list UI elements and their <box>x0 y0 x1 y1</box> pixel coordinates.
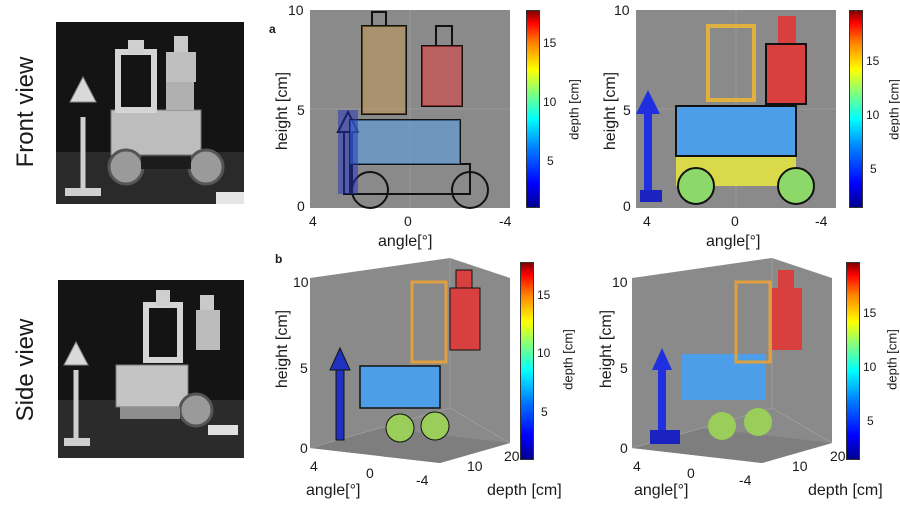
plot-b-left-ylabel: height [cm] <box>274 309 291 389</box>
side-view-toy-illustration <box>58 290 244 458</box>
plot-b-right-ylabel: height [cm] <box>598 309 615 389</box>
plot-b-left-ytick-10: 10 <box>293 274 309 290</box>
colorbar-b-right-tick-15: 15 <box>863 306 877 320</box>
plot-b-left-ytick-5: 5 <box>300 360 308 376</box>
plot-a-left-ytick-10: 10 <box>288 2 304 18</box>
colorbar-b-left-tick-10: 10 <box>537 346 551 360</box>
colorbar-a-right <box>849 10 863 208</box>
colorbar-a-left <box>526 10 540 208</box>
colorbar-a-left-tick-15: 15 <box>543 36 557 50</box>
plot-b-right-ztick-20: 20 <box>830 448 846 464</box>
plot-a-left-xlabel: angle[°] <box>378 233 433 250</box>
plot-b-right-ytick-5: 5 <box>620 360 628 376</box>
plot-b-right-xlabel: angle[°] <box>634 482 689 499</box>
plot-b-right-ytick-10: 10 <box>612 274 628 290</box>
plot-a-right-xtick-m4: -4 <box>815 213 828 229</box>
plot-a-right-ylabel: height [cm] <box>602 71 619 151</box>
plot-b-left-ztick-20: 20 <box>504 448 520 464</box>
colorbar-a-left-tick-10: 10 <box>543 95 557 109</box>
plot-a-right-xlabel: angle[°] <box>706 233 761 250</box>
plot-b-left-xtick-m4: -4 <box>416 472 429 488</box>
plot-b-right <box>632 258 833 463</box>
colorbar-b-left <box>520 262 534 460</box>
row-label-side: Side view <box>12 318 39 422</box>
plot-a-left-xtick-0: 0 <box>404 213 412 229</box>
colorbar-a-left-label: depth [cm] <box>566 79 582 140</box>
colorbar-b-right <box>846 262 860 460</box>
colorbar-b-right-tick-5: 5 <box>867 414 874 428</box>
row-label-front: Front view <box>12 56 39 168</box>
plot-a-right <box>636 10 836 208</box>
colorbar-b-left-tick-5: 5 <box>541 405 548 419</box>
plot-b-right-ztick-10: 10 <box>792 458 808 474</box>
plot-b-left-ztick-10: 10 <box>467 458 483 474</box>
panel-letter-a: a <box>269 22 276 36</box>
plot-b-left-ytick-0: 0 <box>300 440 308 456</box>
plot-a-right-xtick-0: 0 <box>731 213 739 229</box>
plot-a-left-ytick-5: 5 <box>297 102 305 118</box>
plot-a-left-xtick-m4: -4 <box>499 213 512 229</box>
plot-a-right-xtick-4: 4 <box>643 213 651 229</box>
colorbar-a-right-tick-5: 5 <box>870 162 877 176</box>
plot-a-right-ytick-0: 0 <box>623 198 631 214</box>
plot-b-right-xtick-m4: -4 <box>739 472 752 488</box>
colorbar-a-right-tick-10: 10 <box>866 108 880 122</box>
plot-a-right-ytick-10: 10 <box>614 2 630 18</box>
plot-a-right-ytick-5: 5 <box>623 102 631 118</box>
plot-a-left-ytick-0: 0 <box>297 198 305 214</box>
plot-b-left-xlabel: angle[°] <box>306 482 361 499</box>
plot-a-left-ylabel: height [cm] <box>274 71 291 151</box>
front-view-photo <box>56 22 244 204</box>
plot-b-right-xtick-4: 4 <box>633 458 641 474</box>
colorbar-a-left-tick-5: 5 <box>547 154 554 168</box>
colorbar-b-left-label: depth [cm] <box>560 329 576 390</box>
colorbar-b-left-tick-15: 15 <box>537 288 551 302</box>
plot-b-left-zlabel: depth [cm] <box>487 482 562 499</box>
front-view-toy-illustration <box>56 36 244 204</box>
colorbar-b-right-label: depth [cm] <box>884 329 900 390</box>
plot-a-left <box>310 10 510 209</box>
plot-b-left-xtick-4: 4 <box>310 458 318 474</box>
colorbar-b-right-tick-10: 10 <box>863 360 877 374</box>
plot-a-left-xtick-4: 4 <box>309 213 317 229</box>
side-view-photo <box>58 280 244 458</box>
colorbar-a-right-label: depth [cm] <box>886 79 900 140</box>
plot-b-right-xtick-0: 0 <box>687 465 695 481</box>
plot-b-left <box>310 258 511 463</box>
panel-letter-b: b <box>275 252 283 266</box>
plot-b-left-xtick-0: 0 <box>366 465 374 481</box>
plot-b-right-ytick-0: 0 <box>620 440 628 456</box>
colorbar-a-right-tick-15: 15 <box>866 54 880 68</box>
plot-b-right-zlabel: depth [cm] <box>808 482 883 499</box>
